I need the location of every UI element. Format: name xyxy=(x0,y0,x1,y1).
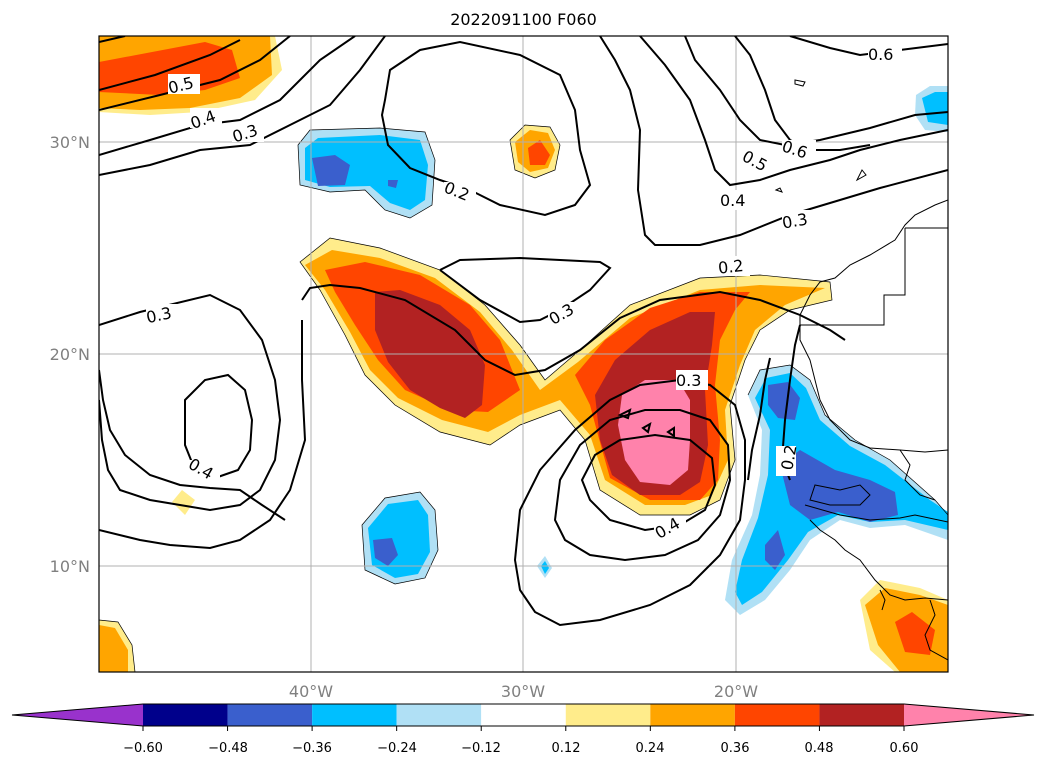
lon-tick-label: 40°W xyxy=(289,682,333,701)
field-outlines xyxy=(99,124,948,672)
colorbar-label: 0.60 xyxy=(890,741,919,756)
contour-label: 0.6 xyxy=(868,45,893,64)
contour-label: 0.2 xyxy=(717,256,744,278)
colorbar xyxy=(11,703,1035,731)
colorbar-label: 0.12 xyxy=(552,741,581,756)
lat-tick-labels: 30°N 20°N 10°N xyxy=(50,133,90,576)
colorbar-segment xyxy=(227,704,313,726)
colorbar-label: 0.24 xyxy=(636,741,665,756)
colorbar-extend-min xyxy=(12,704,143,726)
colorbar-labels: −0.60 −0.48 −0.36 −0.24 −0.12 0.12 0.24 … xyxy=(123,741,918,756)
shaded-field xyxy=(99,36,948,672)
colorbar-segment xyxy=(650,704,735,726)
colorbar-segment xyxy=(143,704,228,726)
colorbar-segment xyxy=(481,704,566,726)
colorbar-segment xyxy=(396,704,482,726)
colorbar-label: 0.36 xyxy=(721,741,750,756)
contour-label: 0.3 xyxy=(144,303,173,327)
map-title: 2022091100 F060 xyxy=(450,10,597,29)
contour-lines xyxy=(99,36,948,627)
colorbar-segment xyxy=(819,704,904,726)
lon-tick-labels: 40°W 30°W 20°W xyxy=(289,682,758,701)
lon-tick-label: 30°W xyxy=(501,682,545,701)
colorbar-label: −0.36 xyxy=(292,741,332,756)
lon-tick-label: 20°W xyxy=(714,682,758,701)
colorbar-segment xyxy=(312,704,397,726)
contour-label: 0.3 xyxy=(781,209,809,232)
colorbar-label: 0.48 xyxy=(805,741,834,756)
colorbar-label: −0.48 xyxy=(208,741,248,756)
lat-tick-label: 20°N xyxy=(50,345,90,364)
contour-label: 0.2 xyxy=(777,443,800,471)
colorbar-segment xyxy=(565,704,651,726)
colorbar-extend-max xyxy=(904,704,1034,726)
lat-tick-label: 10°N xyxy=(50,557,90,576)
colorbar-label: −0.12 xyxy=(461,741,501,756)
contour-label: 0.4 xyxy=(720,191,745,210)
contour-label: 0.3 xyxy=(676,371,701,390)
colorbar-segment xyxy=(734,704,820,726)
colorbar-label: −0.24 xyxy=(377,741,417,756)
map-frame xyxy=(98,35,949,673)
colorbar-label: −0.60 xyxy=(123,741,163,756)
lat-tick-label: 30°N xyxy=(50,133,90,152)
map-area: 0.6 0.5 0.4 0.3 0.2 0.6 0.5 0.4 0.3 0.2 … xyxy=(99,36,948,672)
